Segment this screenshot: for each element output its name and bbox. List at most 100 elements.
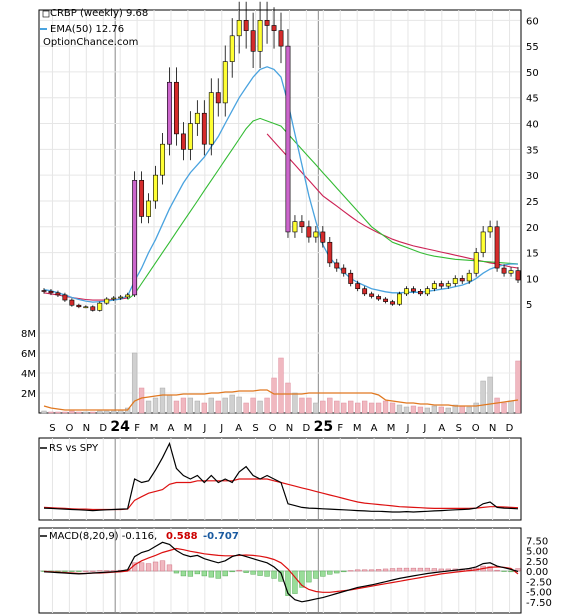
- candle-body: [383, 298, 388, 302]
- volume-bar: [341, 402, 347, 414]
- macd-histogram-bar: [138, 562, 145, 572]
- macd-legend-prefix: MACD(8,20,9) -0.116,: [49, 531, 157, 542]
- candle-body: [292, 221, 298, 233]
- volume-bar: [320, 400, 326, 414]
- x-tick-label: O: [65, 423, 73, 434]
- macd-histogram-bar: [341, 570, 347, 573]
- macd-histogram-bar: [431, 568, 438, 572]
- volume-bar: [48, 411, 54, 414]
- macd-histogram-bar: [201, 570, 207, 577]
- volume-bar: [97, 410, 103, 414]
- macd-histogram-bar: [306, 570, 312, 583]
- macd-histogram-bar: [417, 567, 424, 572]
- x-tick-label: F: [134, 423, 140, 434]
- macd-histogram-bar: [69, 570, 75, 572]
- macd-histogram-bar: [236, 569, 242, 572]
- x-tick-label: O: [472, 423, 480, 434]
- x-tick-label: J: [202, 423, 206, 434]
- macd-line: [43, 541, 519, 603]
- x-tick-label: A: [438, 423, 445, 434]
- macd-histogram-bar: [111, 570, 117, 572]
- macd-histogram-bar: [410, 567, 417, 572]
- macd-y-tick-label: 5.00: [526, 547, 548, 558]
- x-tick-label: S: [49, 423, 55, 434]
- candle-body: [348, 272, 354, 284]
- macd-y-tick-label: -5.00: [526, 588, 552, 599]
- macd-histogram-bar: [180, 570, 187, 577]
- x-tick-label: S: [252, 423, 258, 434]
- source-label: OptionChance.com: [43, 37, 138, 48]
- macd-histogram-bar: [208, 570, 214, 578]
- volume-bar: [90, 411, 96, 414]
- candle-body: [229, 35, 235, 62]
- macd-histogram-bar: [229, 570, 235, 573]
- candle-body: [215, 92, 221, 104]
- macd-histogram-bar: [396, 567, 403, 572]
- volume-bar: [208, 397, 214, 414]
- macd-histogram-bar: [389, 568, 396, 572]
- candle-body: [111, 297, 117, 300]
- price-panel-frame: [38, 9, 522, 414]
- macd-histogram-bar: [508, 570, 514, 573]
- volume-bar: [389, 402, 396, 414]
- rs-panel: [43, 441, 519, 513]
- x-tick-label: A: [371, 423, 378, 434]
- candle-body: [139, 180, 145, 217]
- x-tick-label: D: [99, 423, 107, 434]
- macd-histogram-bar: [375, 569, 382, 572]
- volume-bar: [459, 405, 465, 414]
- candle-body: [445, 283, 451, 287]
- candle-body: [69, 299, 75, 306]
- volume-bars: [41, 352, 521, 414]
- price-y-tick-label: 35: [526, 145, 539, 156]
- macd-histogram-bar: [76, 570, 82, 572]
- macd-panel: [40, 541, 521, 603]
- candle-body: [473, 252, 479, 274]
- rs-legend: RS vs SPY: [49, 443, 99, 454]
- candle-body: [411, 288, 416, 292]
- x-tick-label: M: [184, 423, 193, 434]
- macd-value: 0.588: [166, 531, 198, 542]
- price-y-tick-label: 5: [526, 300, 532, 311]
- x-tick-label: 24: [110, 419, 130, 435]
- candle-body: [341, 267, 347, 274]
- macd-histogram-bar: [382, 568, 389, 572]
- x-tick-label: A: [235, 423, 242, 434]
- x-tick-label: M: [150, 423, 159, 434]
- volume-bar: [55, 411, 61, 414]
- candle-body: [146, 200, 151, 217]
- candle-body: [55, 292, 61, 296]
- volume-y-tick-label: 8M: [21, 329, 36, 340]
- volume-bar: [355, 402, 361, 414]
- volume-bar: [431, 405, 438, 414]
- candle-body: [320, 231, 326, 243]
- volume-bar: [375, 402, 382, 414]
- x-tick-label: M: [353, 423, 362, 434]
- candle-body: [132, 180, 138, 296]
- macd-histogram-bar: [173, 570, 180, 574]
- x-tick-label: J: [219, 423, 223, 434]
- x-tick-label: O: [269, 423, 277, 434]
- macd-histogram-bar: [166, 564, 173, 572]
- macd-histogram-bar: [257, 570, 263, 576]
- candle-body: [417, 290, 423, 295]
- candle-body: [369, 293, 375, 297]
- volume-bar: [187, 397, 194, 414]
- volume-bar: [173, 400, 180, 414]
- macd-histogram-bar: [264, 570, 270, 577]
- candle-body: [306, 226, 312, 238]
- volume-bar: [250, 397, 256, 414]
- macd-histogram-bar: [152, 561, 159, 572]
- candle-body: [180, 133, 186, 150]
- volume-bar: [145, 400, 152, 414]
- volume-bar: [306, 397, 312, 414]
- candle-body: [278, 30, 284, 47]
- macd-histogram-bar: [97, 570, 103, 572]
- candle-body: [90, 306, 96, 311]
- macd-y-tick-label: 7.50: [526, 536, 548, 547]
- volume-bar: [264, 397, 270, 414]
- candle-body: [243, 20, 249, 31]
- x-tick-label: J: [422, 423, 426, 434]
- candle-body: [194, 112, 200, 124]
- candle-body: [376, 296, 382, 300]
